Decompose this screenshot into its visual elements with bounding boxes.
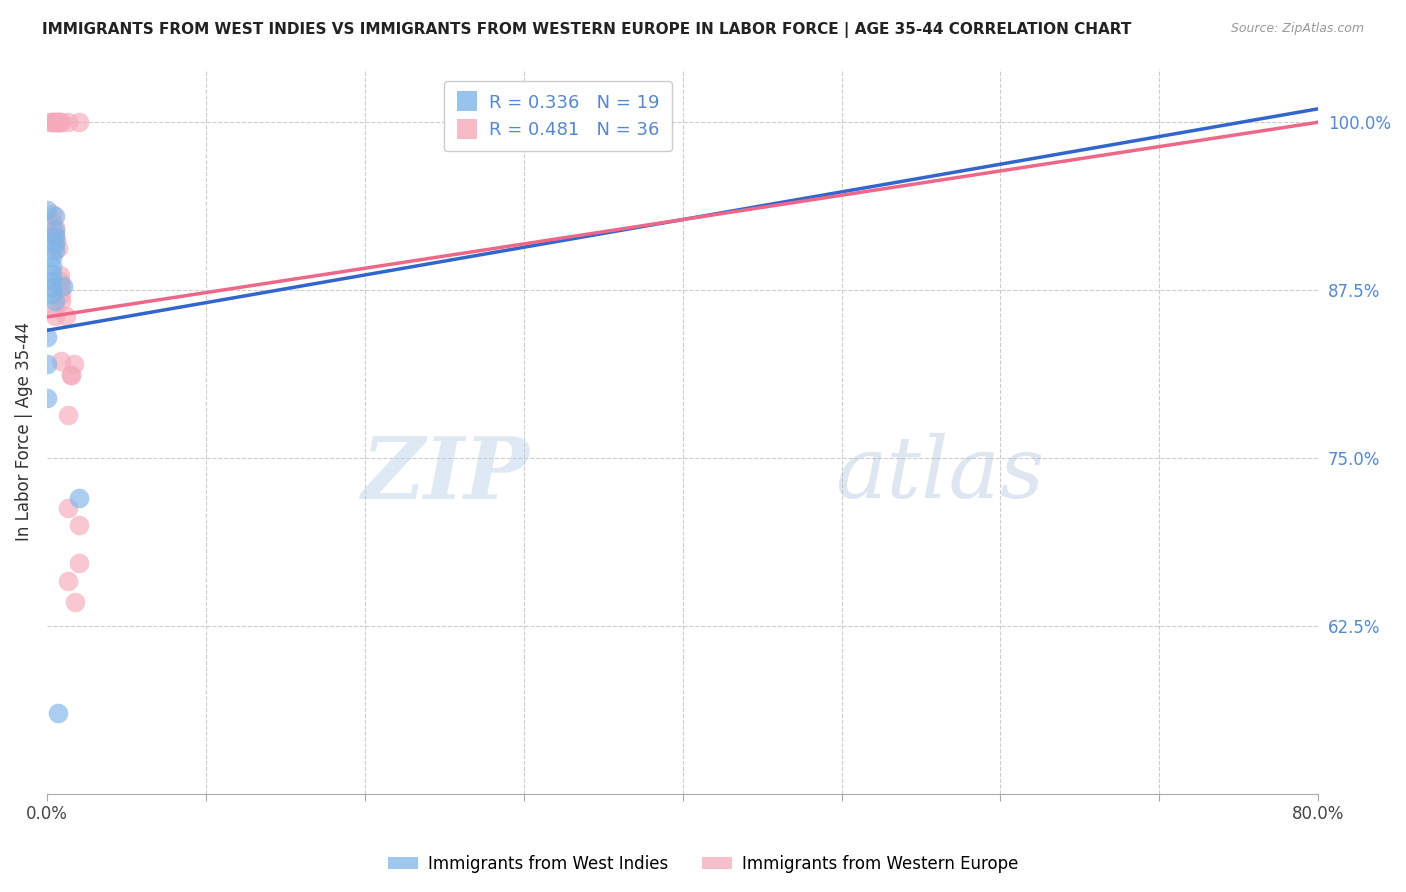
Point <box>44 293 66 308</box>
Point <box>46 115 69 129</box>
Point <box>44 227 66 242</box>
Point <box>56 500 79 515</box>
Point <box>51 115 73 129</box>
Point <box>35 202 58 217</box>
Point <box>59 368 82 382</box>
Y-axis label: In Labor Force | Age 35-44: In Labor Force | Age 35-44 <box>15 321 32 541</box>
Point <box>56 408 79 422</box>
Point <box>48 274 70 288</box>
Point <box>51 293 73 308</box>
Point <box>41 250 63 264</box>
Point <box>44 243 66 257</box>
Point <box>41 287 63 301</box>
Point <box>41 267 63 281</box>
Point <box>35 391 58 405</box>
Point <box>59 368 82 382</box>
Legend: R = 0.336   N = 19, R = 0.481   N = 36: R = 0.336 N = 19, R = 0.481 N = 36 <box>444 81 672 152</box>
Point <box>51 280 73 294</box>
Point <box>45 234 67 248</box>
Point <box>41 206 63 220</box>
Text: Source: ZipAtlas.com: Source: ZipAtlas.com <box>1230 22 1364 36</box>
Point <box>41 259 63 273</box>
Point <box>35 357 58 371</box>
Point <box>44 219 66 234</box>
Point <box>46 115 69 129</box>
Point <box>41 214 63 228</box>
Point <box>55 309 77 323</box>
Point <box>45 115 67 129</box>
Point <box>51 354 73 368</box>
Point <box>41 280 63 294</box>
Point <box>42 115 65 129</box>
Point <box>56 574 79 589</box>
Point <box>640 115 662 129</box>
Point <box>35 330 58 344</box>
Point <box>44 115 66 129</box>
Point <box>67 518 90 533</box>
Point <box>46 242 69 256</box>
Point <box>48 115 70 129</box>
Point <box>39 115 62 129</box>
Point <box>56 115 79 129</box>
Text: IMMIGRANTS FROM WEST INDIES VS IMMIGRANTS FROM WESTERN EUROPE IN LABOR FORCE | A: IMMIGRANTS FROM WEST INDIES VS IMMIGRANT… <box>42 22 1132 38</box>
Text: ZIP: ZIP <box>363 433 530 516</box>
Point <box>44 209 66 223</box>
Point <box>63 357 86 371</box>
Point <box>44 309 66 323</box>
Point <box>44 229 66 244</box>
Point <box>65 594 87 608</box>
Point <box>41 115 63 129</box>
Point <box>44 301 66 315</box>
Point <box>52 279 75 293</box>
Legend: Immigrants from West Indies, Immigrants from Western Europe: Immigrants from West Indies, Immigrants … <box>381 848 1025 880</box>
Point <box>67 556 90 570</box>
Point <box>41 274 63 288</box>
Point <box>44 222 66 236</box>
Point <box>67 491 90 506</box>
Point <box>46 706 69 720</box>
Point <box>44 236 66 251</box>
Point <box>67 115 90 129</box>
Point <box>48 268 70 283</box>
Point <box>51 287 73 301</box>
Text: atlas: atlas <box>835 434 1045 516</box>
